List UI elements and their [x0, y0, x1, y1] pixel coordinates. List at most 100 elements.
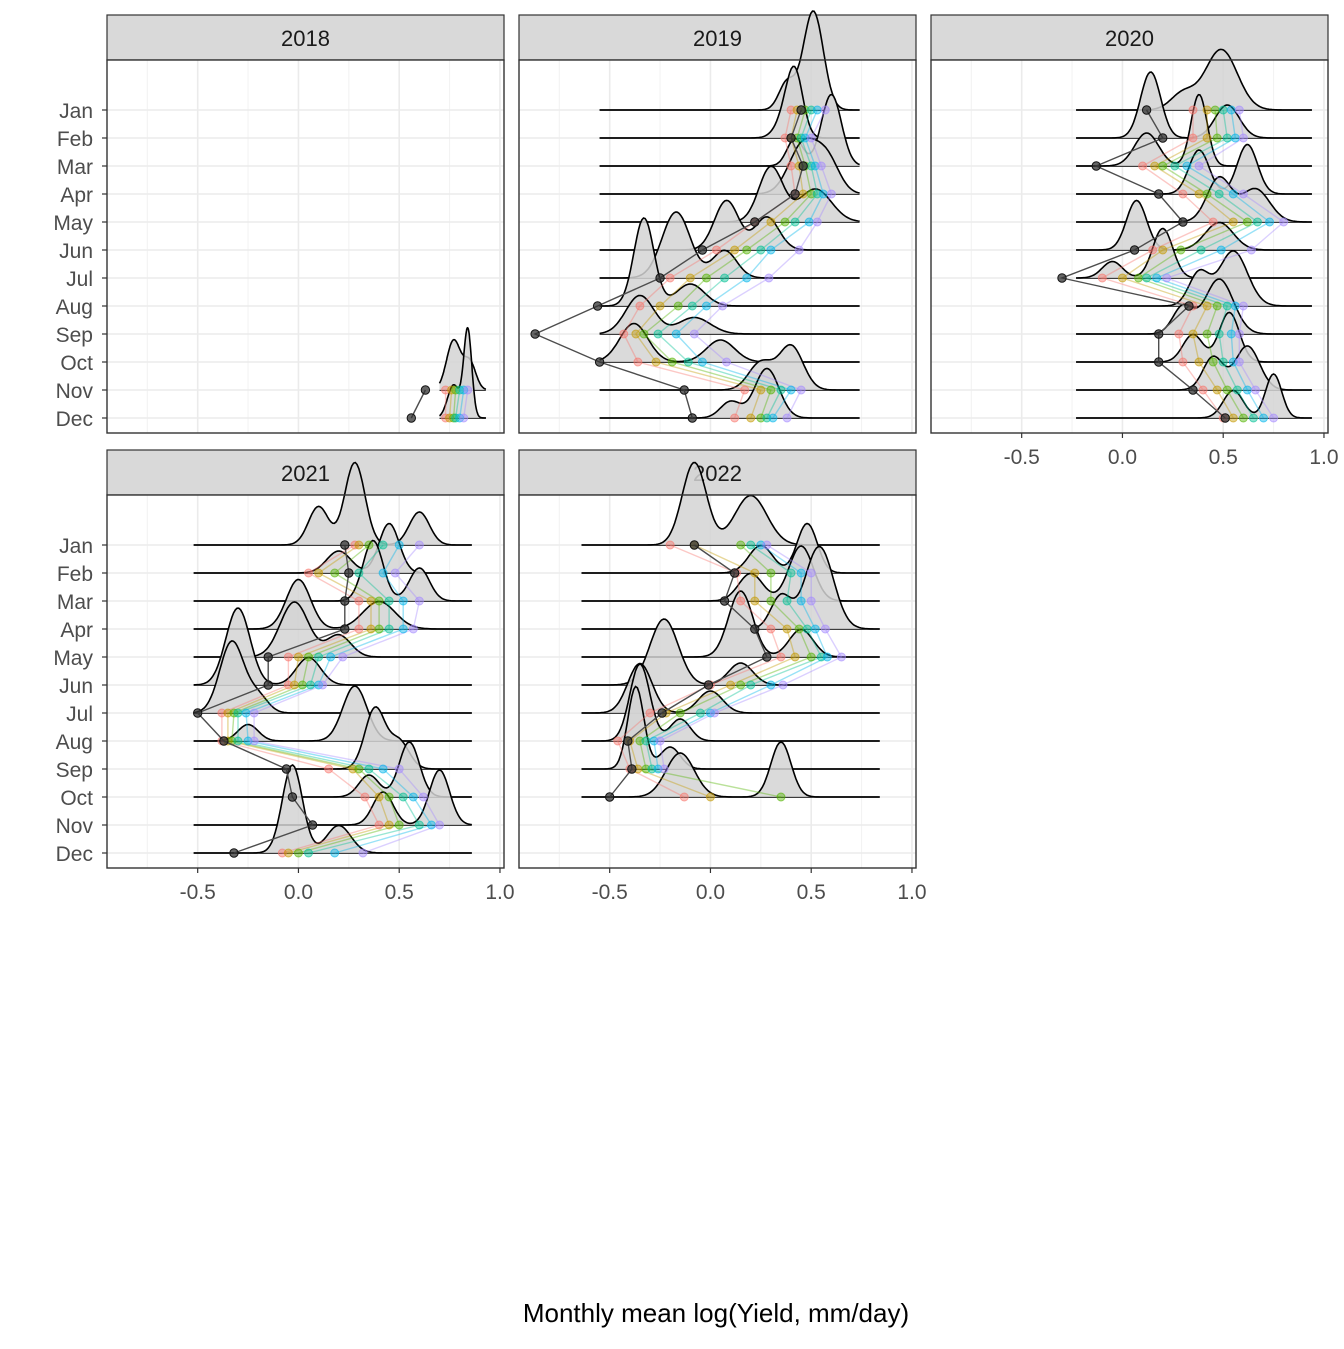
y-tick-label-Mar: Mar — [57, 156, 93, 179]
series-point — [1265, 217, 1275, 227]
series-point — [426, 820, 436, 830]
x-tick-label: 0.5 — [1209, 446, 1238, 469]
series-point — [675, 708, 685, 718]
series-point — [318, 680, 328, 690]
ridge-Dec — [439, 326, 486, 419]
ridge-Aug — [1076, 250, 1312, 307]
mean-point-Feb — [786, 133, 796, 143]
series-point — [730, 245, 740, 255]
series-point — [233, 736, 243, 746]
series-point — [326, 652, 336, 662]
series-point — [697, 357, 707, 367]
x-tick-label: 0.5 — [797, 881, 826, 904]
series-point — [790, 652, 800, 662]
series-line-2 — [1137, 109, 1249, 419]
y-tick-label-Jun: Jun — [59, 675, 93, 698]
mean-point-May — [263, 652, 273, 662]
mean-point-Nov — [307, 820, 318, 830]
y-tick-label-Feb: Feb — [57, 563, 93, 586]
series-point — [695, 708, 705, 718]
series-point — [635, 301, 645, 311]
ridge-Aug — [193, 685, 472, 742]
series-point — [750, 568, 760, 578]
series-point — [1188, 133, 1198, 143]
series-point — [1188, 329, 1198, 339]
ridge-fill-Nov — [1076, 345, 1312, 390]
ridge-fill-Aug — [581, 664, 880, 741]
ridge-fill-Feb — [599, 66, 860, 138]
ridge-Nov — [193, 769, 472, 826]
series-point — [768, 413, 778, 423]
series-point — [818, 189, 828, 199]
series-point — [786, 161, 796, 171]
series-point — [645, 708, 655, 718]
series-point — [756, 540, 766, 550]
y-tick-label-Jan: Jan — [59, 535, 93, 558]
series-line-4 — [653, 544, 829, 770]
series-point — [1176, 245, 1186, 255]
series-point — [293, 848, 303, 858]
ridge-fill-May — [581, 591, 880, 657]
series-point — [441, 385, 451, 395]
series-point — [639, 329, 649, 339]
ridge-Oct — [599, 322, 860, 363]
series-point — [806, 652, 816, 662]
series-point — [1248, 413, 1258, 423]
series-line-4 — [1154, 109, 1271, 419]
mean-point-May — [762, 652, 772, 662]
series-line-3 — [645, 544, 823, 770]
mean-point-Oct — [1154, 357, 1164, 367]
series-point — [1097, 273, 1107, 283]
ridge-fill-Aug — [1076, 250, 1312, 306]
x-tick-label: -0.5 — [1004, 446, 1040, 469]
series-point — [798, 189, 808, 199]
ridge-Feb — [599, 65, 860, 139]
x-axis-title: Monthly mean log(Yield, mm/day) — [523, 1298, 909, 1328]
series-point — [641, 736, 651, 746]
strip-label-2019: 2019 — [693, 26, 742, 51]
series-line-2 — [231, 544, 401, 854]
ridge-fill-Apr — [581, 546, 880, 629]
ridge-fill-Jul — [1076, 228, 1312, 278]
series-point — [812, 189, 822, 199]
mean-point-Mar — [340, 596, 350, 606]
series-point — [655, 301, 665, 311]
ridge-Oct — [581, 741, 880, 798]
y-tick-label-Dec: Dec — [56, 408, 93, 431]
mean-line-2019 — [533, 109, 804, 419]
series-point — [687, 301, 697, 311]
series-point — [802, 624, 812, 634]
series-point — [736, 680, 746, 690]
x-tick-label: -0.5 — [180, 881, 216, 904]
series-point — [398, 792, 408, 802]
series-point — [778, 680, 788, 690]
series-point — [398, 624, 408, 634]
ridge-Sep — [581, 685, 880, 770]
series-point — [283, 652, 293, 662]
strip-label-2020: 2020 — [1105, 26, 1154, 51]
series-point — [1142, 273, 1152, 283]
ridge-fill-Sep — [1076, 279, 1312, 334]
series-point — [796, 596, 806, 606]
series-point — [1226, 105, 1236, 115]
series-point — [1182, 161, 1192, 171]
series-point — [354, 596, 364, 606]
mean-point-Sep — [1154, 329, 1164, 339]
series-point — [810, 161, 820, 171]
mean-point-Sep — [530, 329, 540, 339]
series-point — [1212, 133, 1222, 143]
series-point — [338, 652, 348, 662]
x-tick-label: 0.0 — [284, 881, 313, 904]
series-line-3 — [237, 544, 421, 854]
series-point — [364, 764, 374, 774]
series-line-2 — [452, 389, 457, 419]
mean-point-Jul — [192, 708, 203, 718]
series-point — [701, 301, 711, 311]
series-point — [736, 596, 746, 606]
y-tick-label-Oct: Oct — [60, 787, 93, 810]
series-point — [435, 820, 445, 830]
series-point — [726, 680, 736, 690]
series-point — [408, 624, 418, 634]
series-line-5 — [463, 389, 469, 419]
